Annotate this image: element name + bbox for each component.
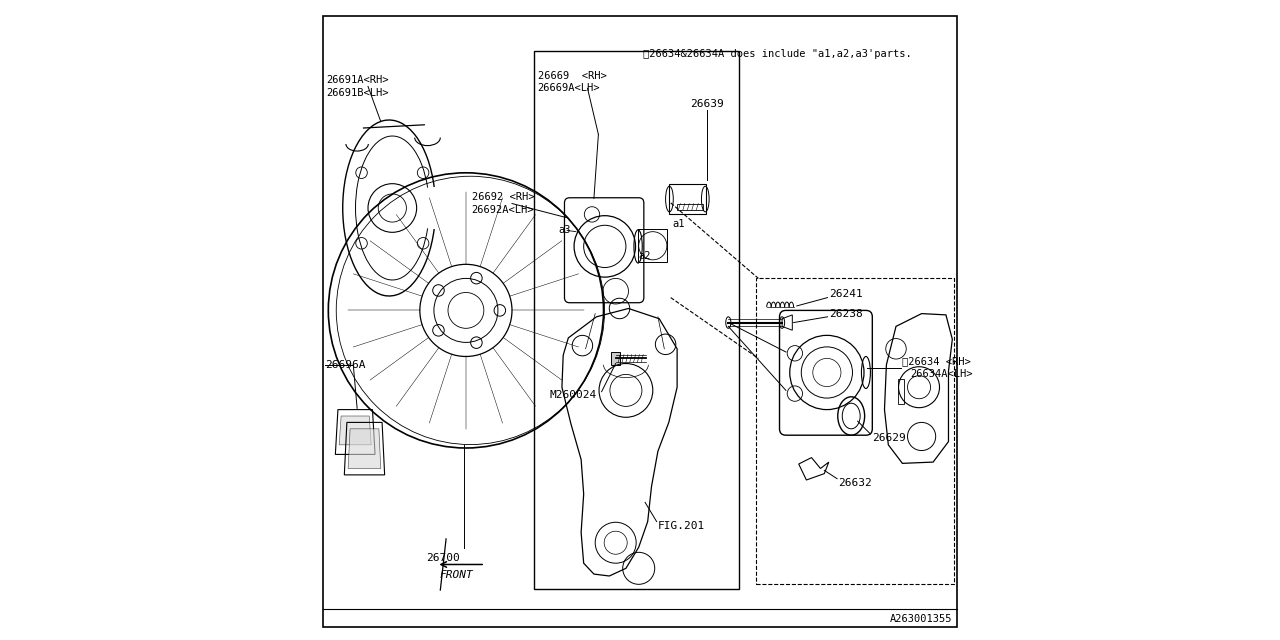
- Text: 26669  <RH>: 26669 <RH>: [538, 70, 607, 81]
- Text: ※26634&26634A does include "a1,a2,a3'parts.: ※26634&26634A does include "a1,a2,a3'par…: [644, 49, 911, 60]
- Text: 26692A<LH>: 26692A<LH>: [472, 205, 534, 215]
- Text: FRONT: FRONT: [439, 570, 474, 580]
- Bar: [637, 229, 667, 262]
- Text: 26696A: 26696A: [325, 360, 366, 370]
- Text: a2: a2: [639, 251, 652, 261]
- Text: 26629: 26629: [872, 433, 905, 444]
- Text: 26692 <RH>: 26692 <RH>: [472, 192, 534, 202]
- Bar: [535, 51, 740, 589]
- Bar: [612, 352, 621, 365]
- Text: 26238: 26238: [829, 308, 863, 319]
- Text: A263001355: A263001355: [890, 614, 952, 624]
- Polygon shape: [339, 416, 371, 445]
- Polygon shape: [348, 429, 381, 468]
- Text: a3: a3: [558, 225, 571, 236]
- Text: FIG.201: FIG.201: [658, 521, 705, 531]
- Bar: [677, 204, 703, 210]
- Text: ※26634 <RH>: ※26634 <RH>: [902, 356, 972, 367]
- Text: 26632: 26632: [838, 478, 872, 488]
- Text: M260024: M260024: [549, 390, 596, 400]
- Text: 26241: 26241: [829, 289, 863, 300]
- Text: 26669A<LH>: 26669A<LH>: [538, 83, 600, 93]
- Text: 26691B<LH>: 26691B<LH>: [326, 88, 389, 98]
- Text: a1: a1: [672, 219, 685, 229]
- Bar: [668, 184, 707, 214]
- Bar: [899, 379, 905, 404]
- Text: 26691A<RH>: 26691A<RH>: [326, 75, 389, 85]
- Bar: [756, 278, 954, 584]
- Text: 26634A<LH>: 26634A<LH>: [910, 369, 973, 380]
- Text: 26639: 26639: [690, 99, 723, 109]
- Text: 26700: 26700: [426, 553, 460, 563]
